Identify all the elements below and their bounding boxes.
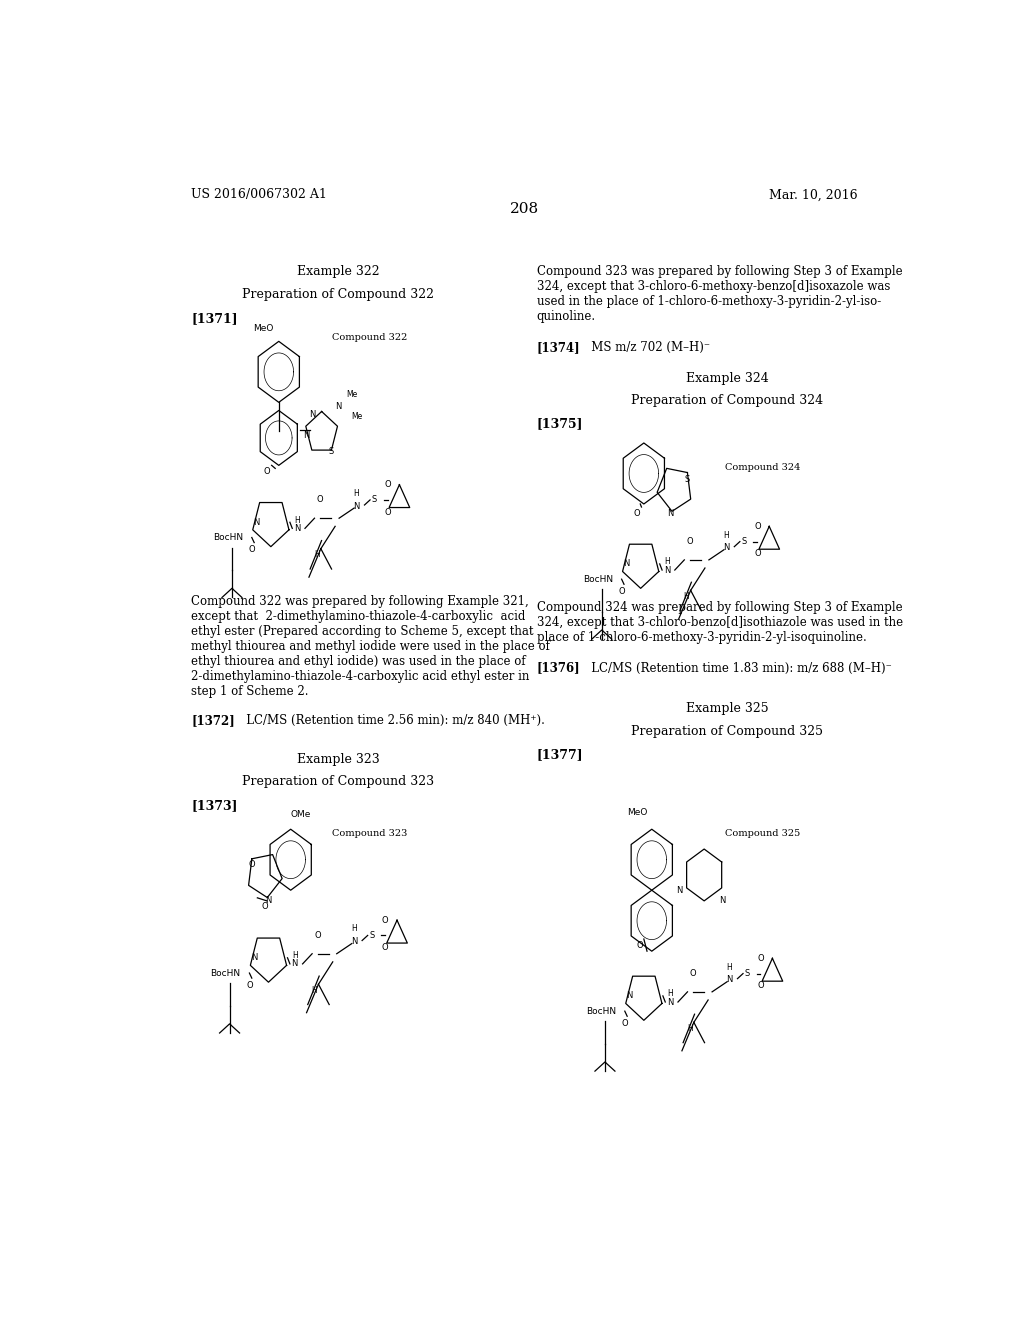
Text: N: N (294, 524, 300, 533)
Text: Preparation of Compound 323: Preparation of Compound 323 (243, 775, 434, 788)
Text: N: N (664, 565, 670, 574)
Text: O: O (637, 941, 643, 949)
Text: N: N (251, 953, 257, 962)
Text: N: N (667, 508, 673, 517)
Text: H: H (314, 550, 319, 560)
Text: O: O (246, 981, 253, 990)
Text: Compound 325: Compound 325 (725, 829, 801, 838)
Text: S: S (741, 537, 746, 546)
Text: N: N (351, 937, 357, 946)
Text: H: H (668, 990, 673, 998)
Text: S: S (369, 931, 374, 940)
Text: MeO: MeO (628, 808, 647, 817)
Text: [1375]: [1375] (537, 417, 584, 430)
Text: N: N (265, 896, 271, 906)
Text: Compound 322: Compound 322 (333, 333, 408, 342)
Text: O: O (634, 508, 640, 517)
Text: O: O (382, 916, 388, 925)
Text: S: S (329, 446, 334, 455)
Text: H: H (292, 952, 298, 960)
Text: Example 324: Example 324 (686, 372, 769, 385)
Text: Preparation of Compound 325: Preparation of Compound 325 (631, 725, 823, 738)
Text: O: O (248, 859, 255, 869)
Text: N: N (624, 560, 630, 569)
Text: Compound 323 was prepared by following Step 3 of Example
324, except that 3-chlo: Compound 323 was prepared by following S… (537, 265, 902, 323)
Text: O: O (690, 969, 696, 978)
Text: Example 322: Example 322 (297, 265, 380, 279)
Text: O: O (316, 495, 324, 504)
Text: S: S (684, 475, 689, 484)
Text: O: O (261, 903, 268, 912)
Text: [1372]: [1372] (191, 714, 236, 727)
Text: OMe: OMe (290, 810, 310, 818)
Text: O: O (384, 508, 391, 516)
Text: 208: 208 (510, 202, 540, 216)
Text: H: H (684, 591, 689, 601)
Text: N: N (667, 998, 673, 1007)
Text: H: H (353, 488, 359, 498)
Text: N: N (353, 502, 359, 511)
Text: S: S (744, 969, 750, 978)
Text: O: O (382, 942, 388, 952)
Text: [1373]: [1373] (191, 799, 238, 812)
Text: H: H (724, 531, 729, 540)
Text: O: O (757, 981, 764, 990)
Text: S: S (372, 495, 377, 504)
Text: Mar. 10, 2016: Mar. 10, 2016 (769, 189, 858, 202)
Text: H: H (664, 557, 670, 566)
Text: [1374]: [1374] (537, 342, 581, 354)
Text: Compound 324: Compound 324 (725, 463, 801, 473)
Text: LC/MS (Retention time 2.56 min): m/z 840 (MH⁺).: LC/MS (Retention time 2.56 min): m/z 840… (236, 714, 545, 727)
Text: N: N (335, 403, 341, 412)
Text: US 2016/0067302 A1: US 2016/0067302 A1 (191, 189, 328, 202)
Text: Preparation of Compound 324: Preparation of Compound 324 (631, 395, 823, 407)
Text: O: O (314, 931, 321, 940)
Text: N: N (292, 960, 298, 969)
Text: H: H (294, 516, 300, 525)
Text: Compound 323: Compound 323 (333, 829, 408, 838)
Text: H: H (311, 986, 317, 995)
Text: BocHN: BocHN (583, 574, 613, 583)
Text: BocHN: BocHN (586, 1007, 616, 1015)
Text: O: O (249, 545, 255, 554)
Text: Preparation of Compound 322: Preparation of Compound 322 (243, 289, 434, 301)
Text: MS m/z 702 (M–H)⁻: MS m/z 702 (M–H)⁻ (581, 342, 711, 354)
Text: O: O (263, 467, 270, 477)
Text: N: N (309, 411, 315, 418)
Text: N: N (726, 975, 733, 985)
Text: O: O (754, 549, 761, 558)
Text: [1371]: [1371] (191, 312, 239, 325)
Text: N: N (723, 544, 729, 552)
Text: N: N (627, 991, 633, 1001)
Text: N: N (719, 896, 725, 906)
Text: H: H (687, 1024, 692, 1034)
Text: O: O (757, 954, 764, 962)
Text: MeO: MeO (253, 325, 273, 333)
Text: N: N (676, 886, 682, 895)
Text: Example 325: Example 325 (686, 702, 768, 715)
Text: O: O (754, 521, 761, 531)
Text: N: N (303, 432, 309, 441)
Text: H: H (351, 924, 357, 933)
Text: Compound 324 was prepared by following Step 3 of Example
324, except that 3-chlo: Compound 324 was prepared by following S… (537, 601, 903, 644)
Text: LC/MS (Retention time 1.83 min): m/z 688 (M–H)⁻: LC/MS (Retention time 1.83 min): m/z 688… (581, 661, 892, 675)
Text: Me: Me (347, 391, 357, 399)
Text: O: O (384, 480, 391, 490)
Text: O: O (622, 1019, 628, 1028)
Text: Compound 322 was prepared by following Example 321,
except that  2-dimethylamino: Compound 322 was prepared by following E… (191, 595, 550, 698)
Text: Example 323: Example 323 (297, 752, 380, 766)
Text: H: H (727, 962, 732, 972)
Text: Me: Me (351, 412, 362, 421)
Text: O: O (686, 537, 693, 546)
Text: O: O (618, 587, 625, 595)
Text: BocHN: BocHN (211, 969, 241, 978)
Text: [1377]: [1377] (537, 748, 584, 760)
Text: N: N (253, 517, 260, 527)
Text: BocHN: BocHN (213, 533, 243, 543)
Text: [1376]: [1376] (537, 661, 581, 675)
